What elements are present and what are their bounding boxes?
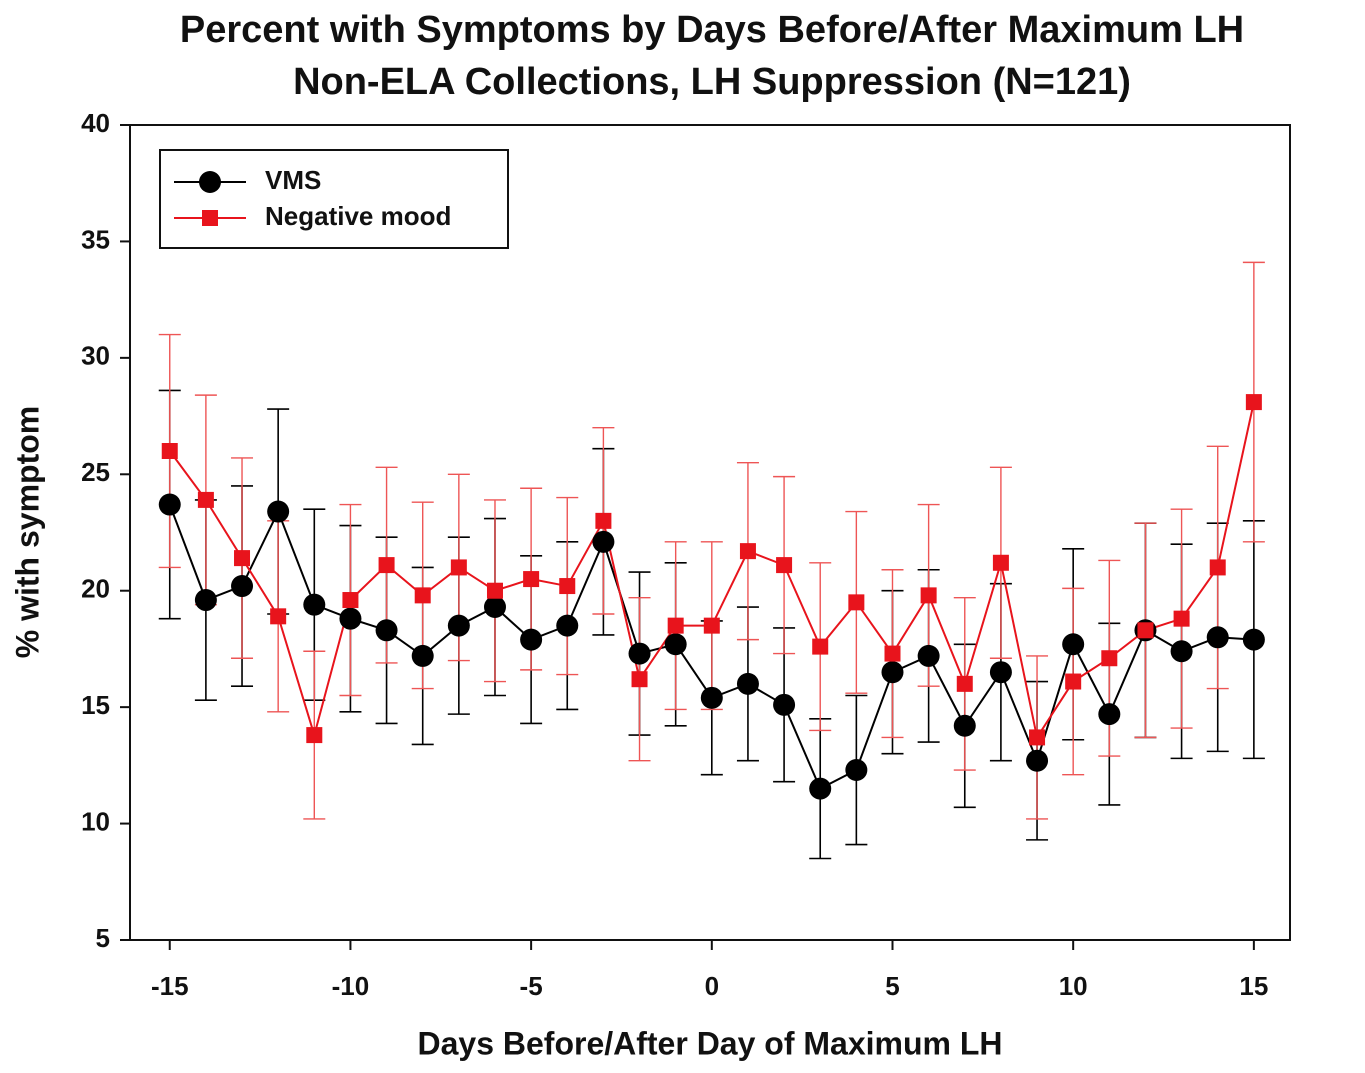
legend-box [159,149,509,249]
x-tick-label: -15 [151,971,189,1001]
data-point [920,587,937,604]
data-point [1206,626,1229,649]
data-point [739,543,756,560]
y-tick-label: 5 [96,923,110,953]
data-point [664,633,687,656]
data-point [592,530,615,553]
data-point [450,559,467,576]
data-point [197,491,214,508]
data-point [1209,559,1226,576]
data-point [881,661,904,684]
y-tick-label: 30 [81,341,110,371]
data-point [628,642,651,665]
data-point [306,727,323,744]
data-point [161,443,178,459]
data-point [231,575,254,598]
legend-marker [202,210,218,226]
data-point [339,607,362,630]
data-point [956,675,973,692]
data-point [736,672,759,695]
data-point [1029,729,1046,746]
data-point [884,645,901,662]
legend-marker [199,171,221,193]
data-point [992,554,1009,571]
legend-label: VMS [265,165,321,195]
x-tick-label: 15 [1239,971,1268,1001]
data-point [953,714,976,737]
data-point [270,608,287,625]
data-point [378,557,395,574]
y-tick-label: 20 [81,574,110,604]
data-point [1062,633,1085,656]
chart-subtitle: Non-ELA Collections, LH Suppression (N=1… [293,61,1131,103]
data-point [520,628,543,651]
data-point [194,589,217,612]
chart-title: Percent with Symptoms by Days Before/Aft… [180,9,1244,51]
y-tick-label: 25 [81,457,110,487]
data-point [848,594,865,611]
data-point [447,614,470,637]
y-tick-label: 15 [81,690,110,720]
data-point [1101,650,1118,667]
data-point [1245,394,1262,411]
data-point [845,759,868,782]
data-point [1098,703,1121,726]
x-tick-label: 0 [705,971,719,1001]
data-point [234,550,251,567]
x-tick-label: 10 [1059,971,1088,1001]
x-axis-label: Days Before/After Day of Maximum LH [417,1025,1002,1061]
data-point [700,686,723,709]
data-point [1026,749,1049,772]
data-point [809,777,832,800]
data-point [595,512,612,529]
plot-frame [129,124,1291,941]
data-point [483,596,506,619]
y-tick-label: 40 [81,108,110,138]
data-point [631,671,648,688]
y-tick-label: 35 [81,224,110,254]
data-point [773,693,796,716]
data-point [342,592,359,609]
y-axis-label: % with symptom [9,406,45,658]
x-tick-label: -10 [332,971,370,1001]
data-point [158,493,181,516]
data-point [523,571,540,588]
data-point [414,587,431,604]
data-point [776,557,793,574]
data-point [411,644,434,667]
data-point [703,617,720,634]
data-point [267,500,290,523]
data-point [1170,640,1193,663]
data-point [917,644,940,667]
x-tick-label: -5 [520,971,543,1001]
y-tick-label: 10 [81,806,110,836]
data-point [1137,622,1154,639]
data-point [556,614,579,637]
data-point [812,638,829,655]
data-point [989,661,1012,684]
data-point [375,619,398,642]
data-point [1242,628,1265,651]
data-point [559,578,576,595]
data-point [1173,610,1190,627]
data-point [1065,673,1082,690]
legend-label: Negative mood [265,201,451,231]
data-point [303,593,326,616]
data-point [667,617,684,634]
x-tick-label: 5 [885,971,899,1001]
data-point [486,582,503,599]
